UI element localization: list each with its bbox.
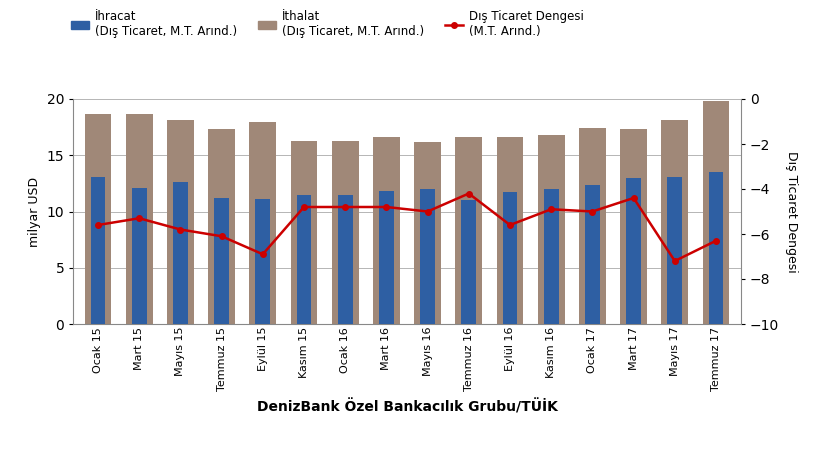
Y-axis label: Dış Ticaret Dengesi: Dış Ticaret Dengesi (786, 151, 799, 272)
Bar (420, 189, 435, 324)
Bar (208, 130, 235, 324)
Bar (256, 199, 270, 324)
Bar (502, 193, 518, 324)
Bar (585, 184, 600, 324)
X-axis label: DenizBank Özel Bankacılık Grubu/TÜİK: DenizBank Özel Bankacılık Grubu/TÜİK (256, 399, 558, 414)
Bar (379, 191, 394, 324)
Bar (373, 137, 400, 324)
Bar (132, 188, 147, 324)
Bar (126, 113, 152, 324)
Bar (462, 200, 476, 324)
Bar (167, 120, 194, 324)
Bar (667, 176, 682, 324)
Bar (85, 113, 112, 324)
Bar (620, 130, 647, 324)
Bar (332, 140, 359, 324)
Bar (338, 194, 352, 324)
Bar (249, 122, 276, 324)
Bar (626, 178, 641, 324)
Bar (709, 172, 724, 324)
Bar (414, 142, 441, 324)
Bar (544, 189, 558, 324)
Bar (662, 120, 688, 324)
Bar (214, 198, 229, 324)
Bar (173, 182, 188, 324)
Bar (538, 135, 565, 324)
Y-axis label: milyar USD: milyar USD (28, 176, 41, 247)
Bar (579, 128, 606, 324)
Bar (497, 137, 523, 324)
Bar (702, 101, 729, 324)
Legend: İhracat
(Dış Ticaret, M.T. Arınd.), İthalat
(Dış Ticaret, M.T. Arınd.), Dış Tica: İhracat (Dış Ticaret, M.T. Arınd.), İtha… (71, 10, 584, 38)
Bar (455, 137, 482, 324)
Bar (90, 176, 105, 324)
Bar (296, 194, 312, 324)
Bar (291, 140, 317, 324)
